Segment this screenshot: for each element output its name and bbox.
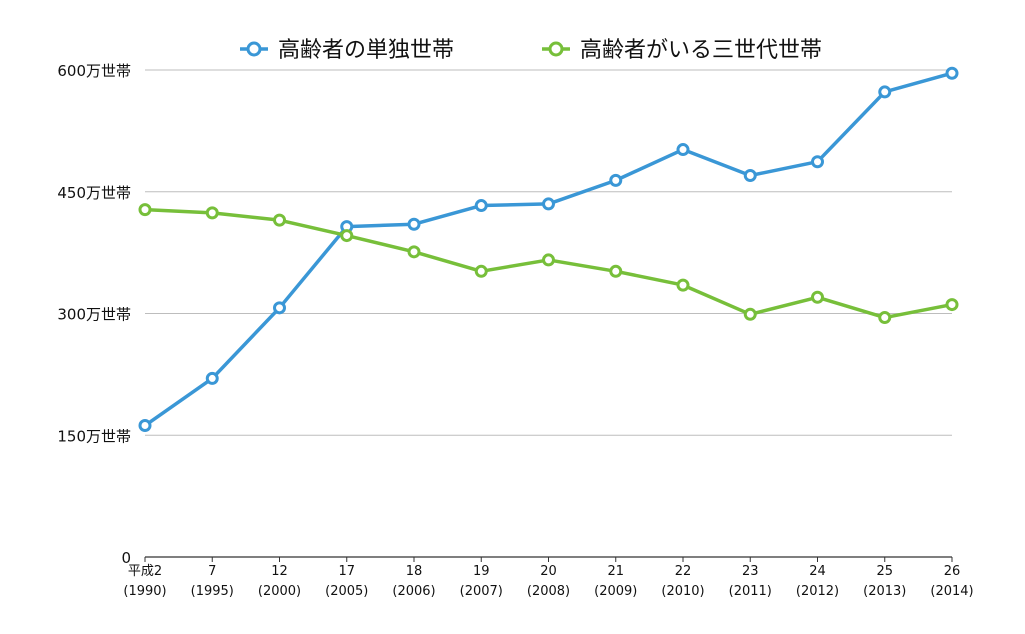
x-tick-label-era: 25 [876, 564, 893, 579]
x-tick-label-year: (2009) [594, 584, 637, 599]
legend-marker-1 [548, 41, 564, 57]
x-tick-label-era: 18 [406, 564, 423, 579]
data-point-0 [273, 301, 286, 315]
x-tick-label-era: 7 [208, 564, 216, 579]
gridlines [145, 69, 952, 436]
data-point-0 [676, 143, 690, 157]
data-point-1 [878, 311, 892, 325]
data-point-1 [811, 290, 824, 304]
legend: 高齢者の単独世帯 高齢者がいる三世代世帯 [240, 38, 822, 63]
data-point-1 [609, 264, 623, 278]
x-tick-label-era: 19 [473, 564, 490, 579]
x-tick-label-era: 12 [271, 564, 288, 579]
x-tick-label-era: 24 [809, 564, 826, 579]
y-tick-label: 600万世帯 [57, 62, 131, 80]
y-tick-label: 0 [121, 549, 131, 567]
x-tick-label-year: (2011) [729, 584, 772, 599]
y-tick-label: 300万世帯 [57, 306, 131, 324]
data-point-1 [676, 278, 690, 292]
x-axis: 平成2 (1990) 7 (1995) 12 (2000) 17 (2005) 18 (2006)… [123, 556, 974, 599]
series-group [138, 66, 959, 433]
data-point-1 [474, 264, 488, 278]
legend-label-0: 高齢者の単独世帯 [278, 38, 454, 63]
x-tick-label-era: 17 [338, 564, 355, 579]
data-point-0 [811, 155, 824, 169]
x-tick-label-era: 20 [540, 564, 557, 579]
x-tick-label-year: (2012) [796, 584, 839, 599]
y-tick-label: 150万世帯 [57, 427, 131, 445]
x-tick-label-era: 26 [944, 564, 961, 579]
legend-label-1: 高齢者がいる三世代世帯 [580, 38, 822, 63]
data-point-1 [945, 298, 959, 312]
data-point-1 [138, 203, 152, 217]
y-tick-label: 450万世帯 [57, 184, 131, 202]
x-tick-label-era: 22 [675, 564, 692, 579]
data-point-0 [945, 66, 959, 80]
data-point-0 [138, 419, 152, 433]
x-tick-label-era: 23 [742, 564, 759, 579]
legend-marker-0 [246, 41, 262, 57]
x-tick-label-year: (2000) [258, 584, 301, 599]
y-axis: 0 150万世帯 300万世帯 450万世帯 600万世帯 [57, 62, 131, 567]
x-tick-label-year: (1995) [191, 584, 234, 599]
data-point-0 [542, 197, 555, 211]
data-point-1 [743, 307, 757, 321]
x-tick-label-year: (2005) [325, 584, 368, 599]
x-tick-label-year: (2006) [392, 584, 435, 599]
data-point-1 [205, 206, 219, 220]
x-tick-label-era: 平成2 [128, 564, 162, 579]
data-point-1 [340, 229, 354, 243]
data-point-1 [407, 245, 421, 259]
data-point-1 [542, 253, 555, 267]
series-line-0 [143, 71, 953, 427]
x-tick-label-year: (2008) [527, 584, 570, 599]
x-tick-label-year: (2010) [661, 584, 704, 599]
x-tick-label-year: (1990) [123, 584, 166, 599]
x-tick-label-year: (2013) [863, 584, 906, 599]
data-point-1 [273, 213, 286, 227]
data-point-0 [407, 217, 421, 231]
data-point-0 [609, 173, 623, 187]
data-point-0 [743, 169, 757, 183]
data-point-0 [474, 199, 488, 213]
x-tick-label-era: 21 [607, 564, 624, 579]
x-tick-label-year: (2007) [460, 584, 503, 599]
data-point-0 [878, 85, 892, 99]
x-tick-label-year: (2014) [930, 584, 973, 599]
data-point-0 [205, 371, 219, 385]
